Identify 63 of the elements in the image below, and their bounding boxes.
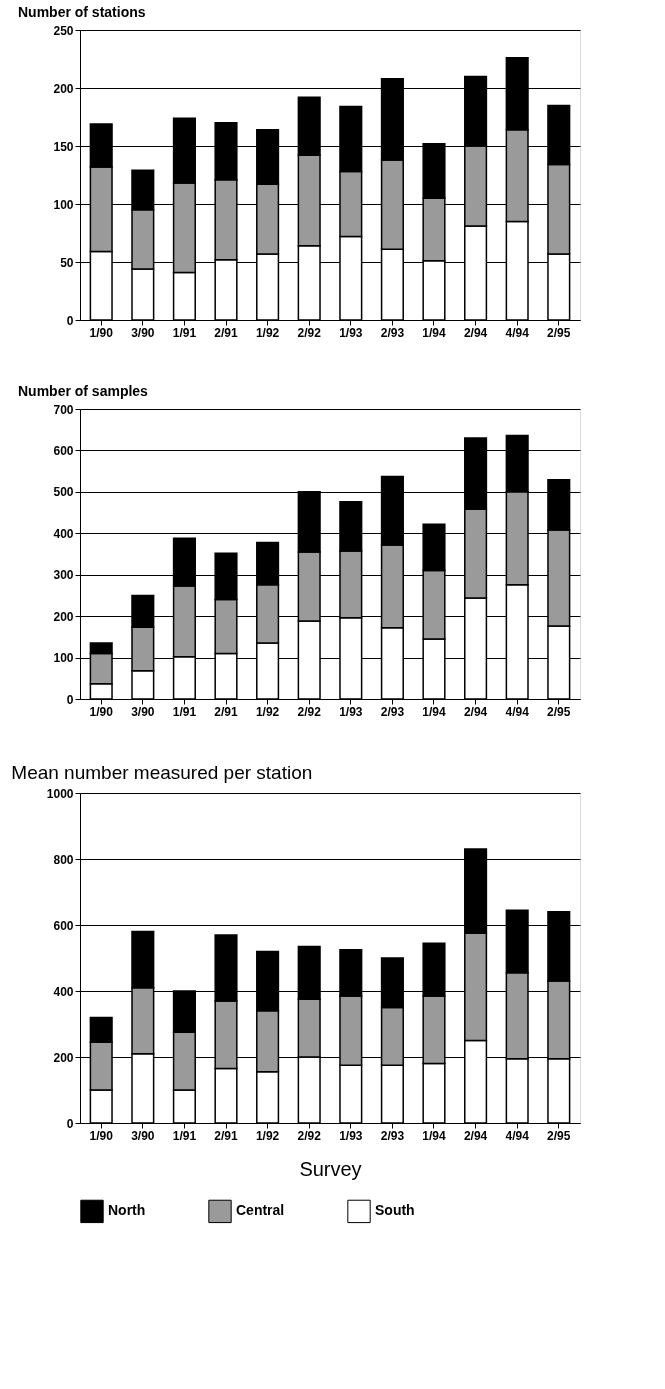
chart-title: Mean number measured per station (11, 762, 313, 783)
x-tick-label: 1/90 (89, 1128, 114, 1143)
x-tick-label: 4/94 (505, 704, 530, 719)
y-tick-label: 800 (53, 852, 74, 867)
x-tick-label: 1/91 (172, 325, 197, 340)
x-tick-label: 2/93 (380, 704, 405, 719)
y-tick-label: 0 (66, 313, 74, 328)
x-tick-label: 1/92 (255, 325, 280, 340)
x-tick-label: 1/93 (339, 1128, 363, 1143)
x-tick-label: 2/92 (297, 1128, 322, 1143)
y-tick-label: 300 (53, 568, 74, 583)
y-tick-label: 250 (53, 23, 74, 38)
chart-title: Number of stations (17, 4, 146, 20)
y-tick-label: 700 (53, 402, 74, 417)
x-tick-label: 3/90 (131, 325, 155, 340)
y-tick-label: 50 (60, 255, 74, 270)
x-tick-label: 1/91 (172, 1128, 197, 1143)
legend-label: Central (236, 1202, 285, 1219)
x-tick-label: 2/92 (297, 325, 322, 340)
chart-title: Number of samples (17, 383, 149, 399)
x-tick-label: 3/90 (131, 1128, 155, 1143)
x-tick-label: 4/94 (505, 1128, 530, 1143)
x-tick-label: 1/90 (89, 704, 114, 719)
y-tick-label: 200 (53, 1050, 74, 1065)
x-tick-label: 2/95 (547, 325, 571, 340)
legend-label: North (108, 1202, 146, 1219)
x-tick-label: 2/94 (463, 325, 488, 340)
y-tick-label: 600 (53, 443, 74, 458)
x-tick-label: 2/95 (547, 1128, 571, 1143)
x-tick-label: 2/91 (214, 325, 239, 340)
x-tick-label: 3/90 (131, 704, 155, 719)
y-tick-label: 200 (53, 81, 74, 96)
y-tick-label: 0 (66, 1116, 74, 1131)
x-tick-label: 2/94 (463, 704, 488, 719)
x-tick-label: 1/94 (422, 325, 446, 340)
y-tick-label: 400 (53, 984, 74, 999)
x-tick-label: 1/93 (339, 704, 363, 719)
x-tick-label: 2/91 (214, 1128, 239, 1143)
x-tick-label: 1/94 (422, 1128, 446, 1143)
y-tick-label: 600 (53, 918, 74, 933)
x-tick-label: 1/93 (339, 325, 363, 340)
x-tick-label: 2/94 (463, 1128, 488, 1143)
x-tick-label: 1/90 (89, 325, 114, 340)
y-tick-label: 0 (66, 692, 74, 707)
x-tick-label: 2/92 (297, 704, 322, 719)
x-tick-label: 1/91 (172, 704, 197, 719)
y-tick-label: 200 (53, 609, 74, 624)
x-tick-label: 2/93 (380, 325, 405, 340)
x-tick-label: 1/94 (422, 704, 446, 719)
x-axis-title: Survey (299, 1157, 362, 1180)
y-tick-label: 100 (53, 651, 74, 666)
x-tick-label: 4/94 (505, 325, 530, 340)
x-tick-label: 1/92 (255, 704, 280, 719)
y-tick-label: 500 (53, 485, 74, 500)
x-tick-label: 2/91 (214, 704, 239, 719)
x-tick-label: 2/95 (547, 704, 571, 719)
y-tick-label: 1000 (46, 786, 74, 801)
x-tick-label: 1/92 (255, 1128, 280, 1143)
y-tick-label: 400 (53, 526, 74, 541)
legend-label: South (375, 1202, 415, 1219)
y-tick-label: 100 (53, 197, 74, 212)
y-tick-label: 150 (53, 139, 74, 154)
x-tick-label: 2/93 (380, 1128, 405, 1143)
